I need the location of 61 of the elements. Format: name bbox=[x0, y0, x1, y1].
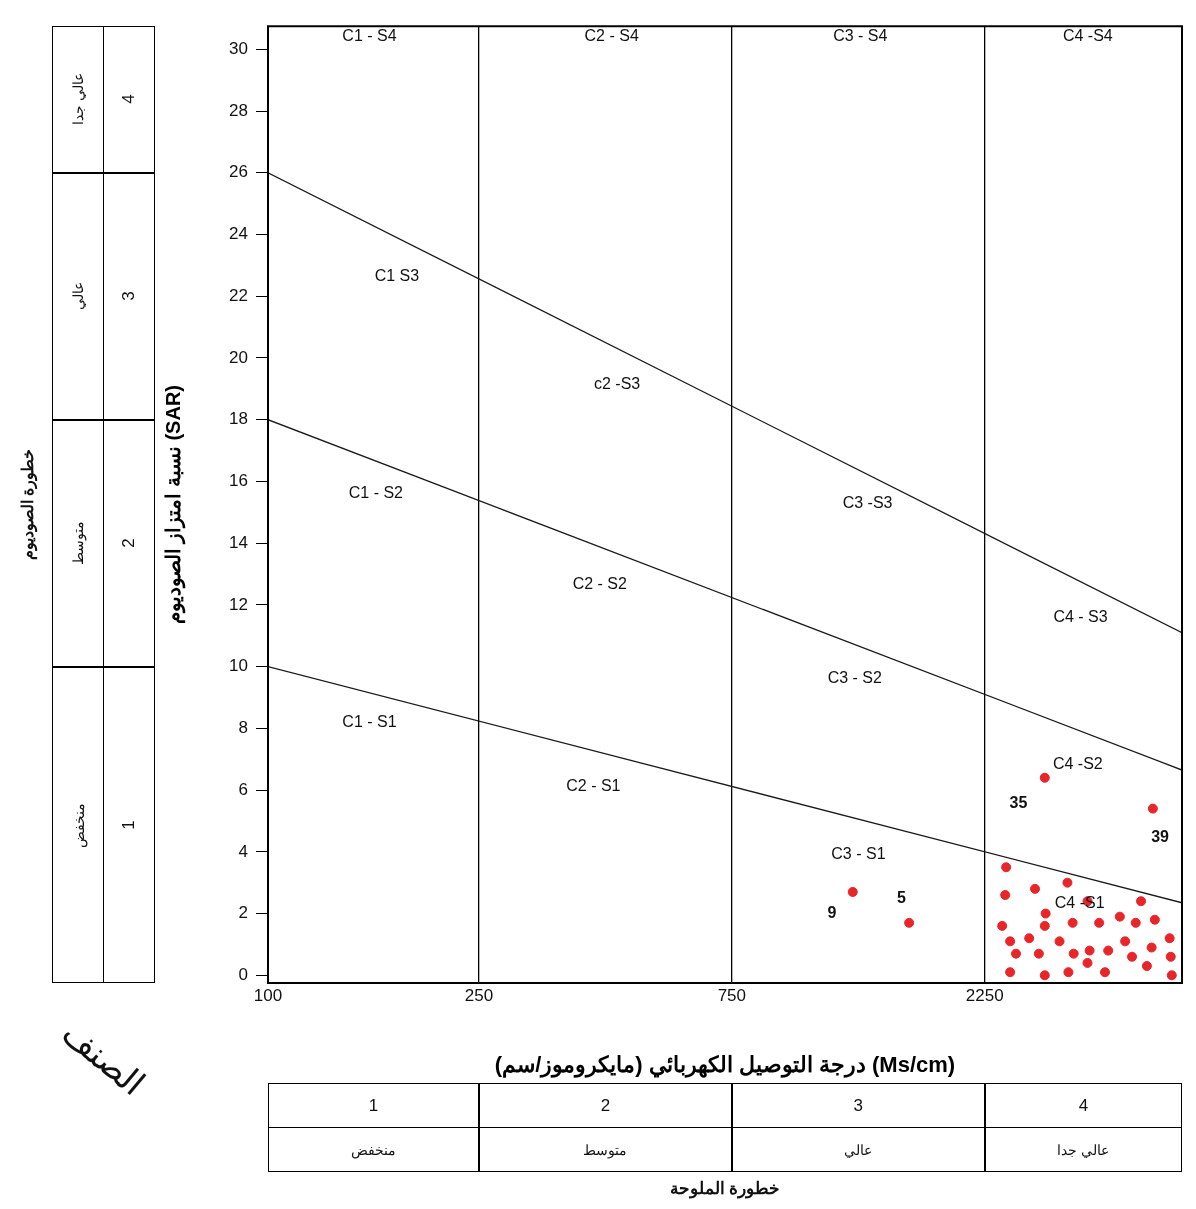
annotation: C4 -S2 bbox=[1052, 755, 1103, 773]
text: 1 bbox=[268, 1083, 479, 1128]
annotation: C3 -S3 bbox=[842, 494, 893, 512]
text: منخفض bbox=[268, 1127, 479, 1172]
y-tick-label: 26 bbox=[229, 162, 248, 182]
y-tick-label: 2 bbox=[238, 903, 248, 923]
y-tick-label: 12 bbox=[229, 594, 248, 614]
text: 2 bbox=[119, 538, 139, 548]
y-tick-label: 0 bbox=[238, 964, 248, 984]
text: 2 bbox=[478, 1083, 732, 1128]
x-tick-label: 750 bbox=[717, 985, 747, 1005]
text: خطورة الصوديوم bbox=[18, 448, 38, 561]
annotation: C3 - S1 bbox=[831, 845, 886, 863]
x-tick-label: 250 bbox=[464, 985, 494, 1005]
annotation: C4 -S4 bbox=[1062, 27, 1113, 45]
x-tick-label: 100 bbox=[253, 985, 283, 1005]
annotation: C4 - S3 bbox=[1053, 607, 1108, 625]
text: منخفض bbox=[70, 802, 86, 848]
text: عالي جدا bbox=[70, 73, 87, 126]
text: متوسط bbox=[478, 1127, 732, 1172]
y-axis-title: نسبة امتزاز الصوديوم (SAR) bbox=[161, 384, 186, 625]
y-tick-label: 30 bbox=[229, 39, 248, 59]
text: 1 bbox=[119, 820, 139, 830]
text: متوسط bbox=[70, 521, 86, 566]
y-tick-label: 8 bbox=[238, 718, 248, 738]
annotation: C1 - S2 bbox=[348, 484, 404, 502]
y-tick-label: 6 bbox=[238, 779, 248, 799]
x-axis-title: درجة التوصيل الكهربائي (مايكروموز/سم) (Ms/cm) bbox=[494, 1051, 956, 1078]
annotation: C1 - S4 bbox=[342, 27, 397, 45]
y-tick-label: 28 bbox=[229, 100, 248, 120]
text: الصنف bbox=[54, 1012, 152, 1104]
text: 3 bbox=[119, 291, 139, 301]
text: 3 bbox=[731, 1083, 985, 1128]
y-tick-label: 24 bbox=[229, 224, 248, 244]
annotation: c2 -S3 bbox=[594, 375, 641, 393]
annotation: C3 - S2 bbox=[827, 669, 883, 687]
annotation: 35 bbox=[1009, 793, 1028, 811]
y-tick-label: 22 bbox=[229, 285, 248, 305]
y-tick-label: 18 bbox=[229, 409, 248, 429]
text: عالي bbox=[70, 282, 86, 311]
y-tick-label: 16 bbox=[229, 471, 248, 491]
annotation: 9 bbox=[827, 903, 837, 921]
annotation: 39 bbox=[1151, 827, 1170, 845]
text: عالي bbox=[731, 1127, 985, 1172]
annotation: C1 - S1 bbox=[342, 713, 397, 731]
y-tick-label: 4 bbox=[238, 841, 248, 861]
annotation: 5 bbox=[896, 889, 906, 907]
annotation: C4 -S1 bbox=[1054, 893, 1105, 911]
annotation: C3 - S4 bbox=[833, 27, 888, 45]
y-tick-label: 10 bbox=[229, 656, 248, 676]
annotation: C2 - S4 bbox=[584, 27, 639, 45]
annotation: C2 - S2 bbox=[572, 575, 627, 593]
y-tick-label: 20 bbox=[229, 347, 248, 367]
text: خطورة الملوحة bbox=[668, 1177, 782, 1201]
text: 4 bbox=[119, 94, 139, 105]
annotation: C2 - S1 bbox=[566, 777, 621, 795]
x-tick-label: 2250 bbox=[965, 985, 1004, 1005]
text: 4 bbox=[984, 1083, 1182, 1128]
annotation: C1 S3 bbox=[374, 267, 420, 285]
text: عالي جدا bbox=[984, 1127, 1182, 1172]
y-tick-label: 14 bbox=[229, 532, 248, 552]
